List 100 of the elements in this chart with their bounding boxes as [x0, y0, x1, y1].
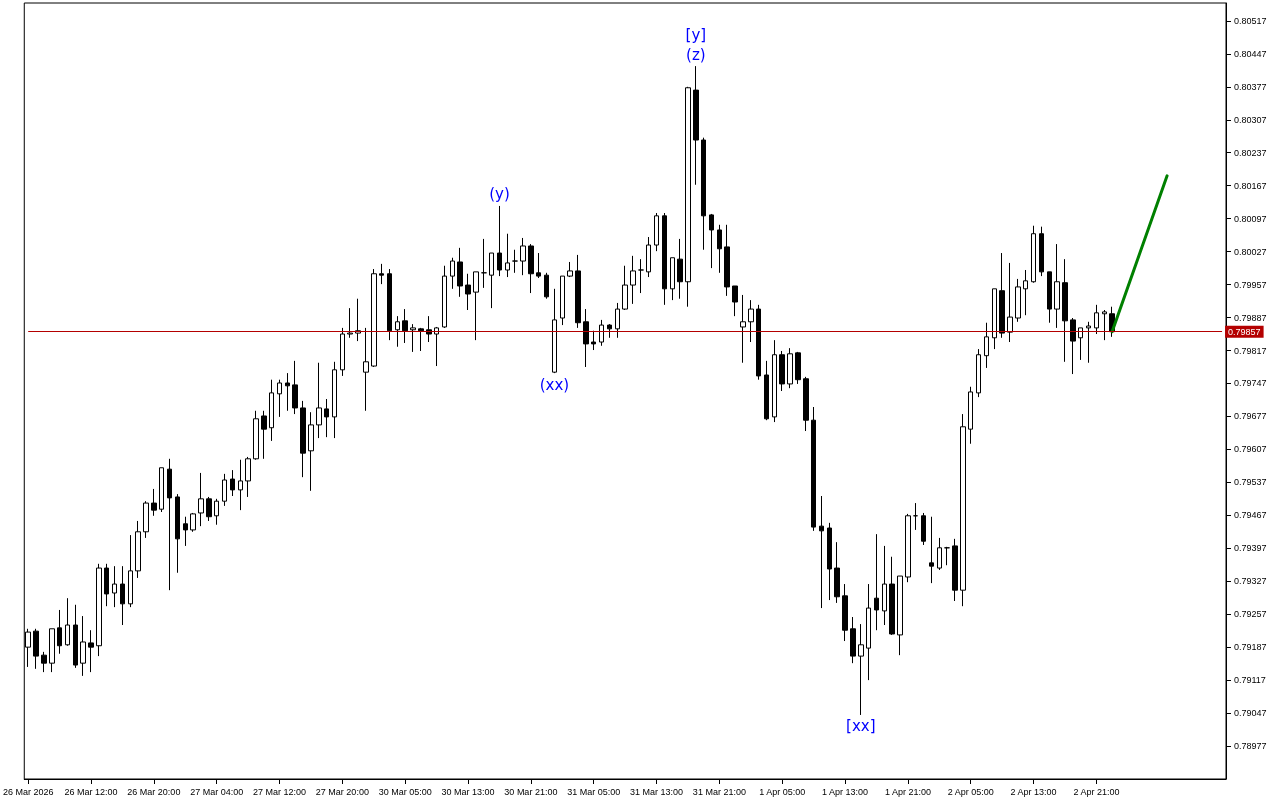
candlestick: [151, 488, 157, 517]
candlestick: [300, 400, 306, 478]
candlestick: [992, 288, 997, 350]
candlestick: [292, 360, 298, 415]
candlestick: [528, 243, 534, 294]
candlestick: [285, 372, 290, 412]
candlestick: [340, 327, 345, 377]
candlestick: [552, 288, 557, 374]
x-tick-label: 27 Mar 04:00: [190, 786, 244, 797]
candlestick: [842, 583, 848, 642]
x-tick-label: 31 Mar 05:00: [567, 786, 621, 797]
y-tick-label: 0.79187: [1234, 642, 1267, 653]
candlestick: [198, 472, 204, 527]
candlestick: [882, 545, 887, 626]
candlestick: [395, 315, 400, 348]
annotation: [y]: [685, 25, 707, 44]
candlestick: [1007, 262, 1013, 343]
candlestick: [638, 258, 644, 294]
candlestick: [732, 285, 738, 317]
candlestick: [748, 299, 754, 343]
x-tick-label: 26 Mar 12:00: [64, 786, 118, 797]
x-tick-label: 2 Apr 21:00: [1073, 786, 1120, 797]
candlestick: [135, 520, 141, 579]
candlestick: [253, 410, 259, 461]
candlestick: [442, 265, 447, 329]
candlestick: [944, 546, 950, 566]
candlestick: [724, 224, 730, 297]
y-tick-label: 0.80237: [1234, 147, 1267, 158]
y-tick-label: 0.79677: [1234, 411, 1267, 422]
y-tick-label: 0.78977: [1234, 741, 1267, 752]
x-tick-label: 31 Mar 13:00: [630, 786, 684, 797]
candlestick: [787, 347, 793, 389]
candlestick: [850, 616, 856, 664]
y-tick-label: 0.79887: [1234, 312, 1267, 323]
candlestick: [505, 233, 510, 278]
candlestick: [96, 563, 102, 657]
candlestick: [968, 386, 973, 445]
y-tick-label: 0.80307: [1234, 114, 1267, 125]
candlestick: [646, 236, 651, 278]
candlestick: [827, 522, 832, 601]
candlestick: [206, 496, 212, 522]
candlestick: [874, 533, 879, 631]
candlestick: [717, 224, 722, 274]
candlestick: [1031, 225, 1036, 284]
candlestick: [167, 458, 172, 591]
candlestick: [615, 302, 620, 339]
candlestick: [560, 275, 565, 326]
candlestick: [677, 238, 683, 300]
candlestick: [905, 513, 911, 583]
candlestick: [1078, 327, 1083, 361]
y-tick-label: 0.80447: [1234, 48, 1267, 59]
candlestick: [57, 609, 62, 655]
candlestick: [952, 538, 958, 602]
candlestick: [128, 534, 133, 608]
candlestick: [929, 516, 934, 584]
candlestick: [88, 629, 94, 673]
x-tick-label: 27 Mar 12:00: [253, 786, 307, 797]
candlestick: [567, 261, 573, 278]
candlestick: [143, 500, 149, 539]
candlestick: [371, 268, 377, 368]
y-tick-label: 0.79537: [1234, 477, 1267, 488]
candlestick: [921, 512, 926, 546]
candlestick: [1054, 243, 1060, 329]
candlestick: [764, 360, 769, 421]
x-tick-label: 1 Apr 05:00: [759, 786, 806, 797]
candlestick: [1094, 304, 1099, 335]
candlestick: [999, 252, 1005, 339]
y-tick-label: 0.80167: [1234, 180, 1267, 191]
candlestick: [230, 469, 235, 497]
candlestick: [238, 459, 243, 511]
candlestick: [662, 212, 667, 306]
candlestick: [1015, 278, 1021, 323]
candlestick: [245, 456, 251, 498]
y-tick-label: 0.79467: [1234, 510, 1267, 521]
candlestick: [481, 238, 487, 289]
candlestick: [316, 362, 322, 439]
y-tick-label: 0.80097: [1234, 213, 1267, 224]
candlestick: [497, 205, 502, 277]
x-tick-label: 2 Apr 13:00: [1010, 786, 1057, 797]
candlestick: [269, 379, 274, 442]
candlestick: [811, 406, 816, 532]
candlestick: [324, 398, 329, 438]
annotation: (z): [686, 45, 706, 64]
x-tick-label: 27 Mar 20:00: [315, 786, 369, 797]
candlestick: [402, 308, 408, 344]
y-tick-label: 0.80517: [1234, 15, 1267, 26]
candlestick: [591, 330, 596, 351]
candlestick: [960, 413, 966, 607]
candlestick: [536, 252, 541, 279]
candlestick: [308, 411, 314, 492]
candlestick: [756, 304, 761, 381]
x-tick-label: 30 Mar 13:00: [441, 786, 495, 797]
y-tick-label: 0.79117: [1234, 675, 1266, 686]
y-tick-label: 0.80027: [1234, 246, 1267, 257]
candlestick: [175, 493, 180, 574]
candlestick: [889, 556, 895, 636]
candlestick: [583, 308, 589, 368]
candlestick: [693, 65, 699, 186]
candlestick: [984, 322, 989, 369]
candlestick: [599, 319, 604, 347]
